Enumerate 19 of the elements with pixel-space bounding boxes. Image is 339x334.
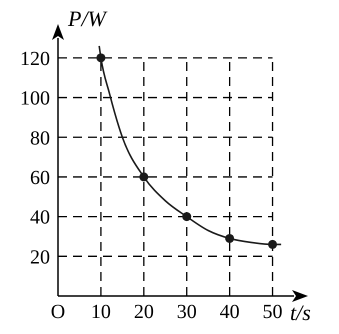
point [268, 240, 278, 249]
point [96, 53, 106, 62]
y-tick-label: 20 [30, 246, 50, 268]
x-tick-label: 50 [262, 301, 283, 324]
x-axis-title: t/s [290, 300, 311, 326]
y-axis-title: P/W [68, 6, 106, 32]
y-tick-label: 80 [30, 127, 50, 150]
point [182, 212, 192, 222]
y-tick-label: 60 [30, 167, 50, 190]
x-tick-label: 10 [90, 301, 111, 324]
x-tick-label: O [50, 301, 66, 324]
point [225, 234, 234, 243]
x-tick-label: 40 [220, 301, 240, 324]
y-tick-label: 120 [20, 48, 50, 70]
y-tick-label: 100 [20, 88, 50, 110]
x-tick-label: 20 [134, 301, 154, 324]
x-tick-label: 30 [176, 301, 197, 324]
point [139, 172, 148, 182]
y-tick-label: 40 [30, 206, 50, 229]
